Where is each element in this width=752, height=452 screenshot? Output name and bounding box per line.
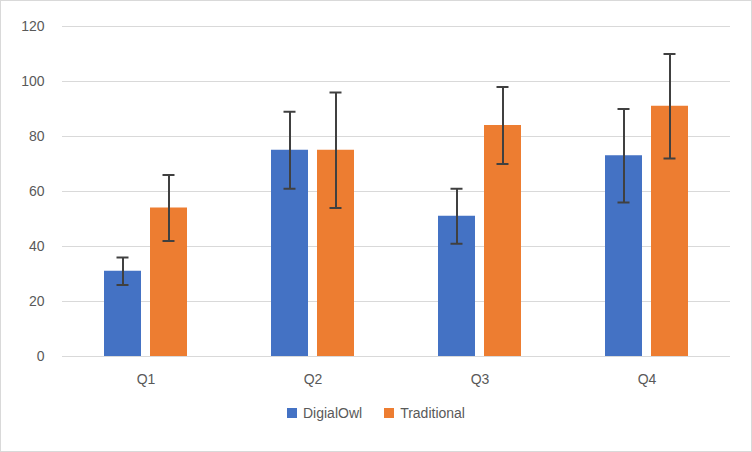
svg-text:20: 20 [29,293,45,309]
svg-text:Q3: Q3 [471,371,490,387]
svg-text:120: 120 [21,18,45,34]
html-text:DigialOwl: DigialOwl [303,405,363,421]
svg-text:80: 80 [29,128,45,144]
svg-text:Q1: Q1 [137,371,156,387]
html-text:Traditional: Traditional [400,405,465,421]
svg-text:0: 0 [37,348,45,364]
svg-text:100: 100 [21,73,45,89]
svg-text:Q4: Q4 [638,371,657,387]
svg-text:Q2: Q2 [304,371,323,387]
svg-text:60: 60 [29,183,45,199]
svg-text:40: 40 [29,238,45,254]
